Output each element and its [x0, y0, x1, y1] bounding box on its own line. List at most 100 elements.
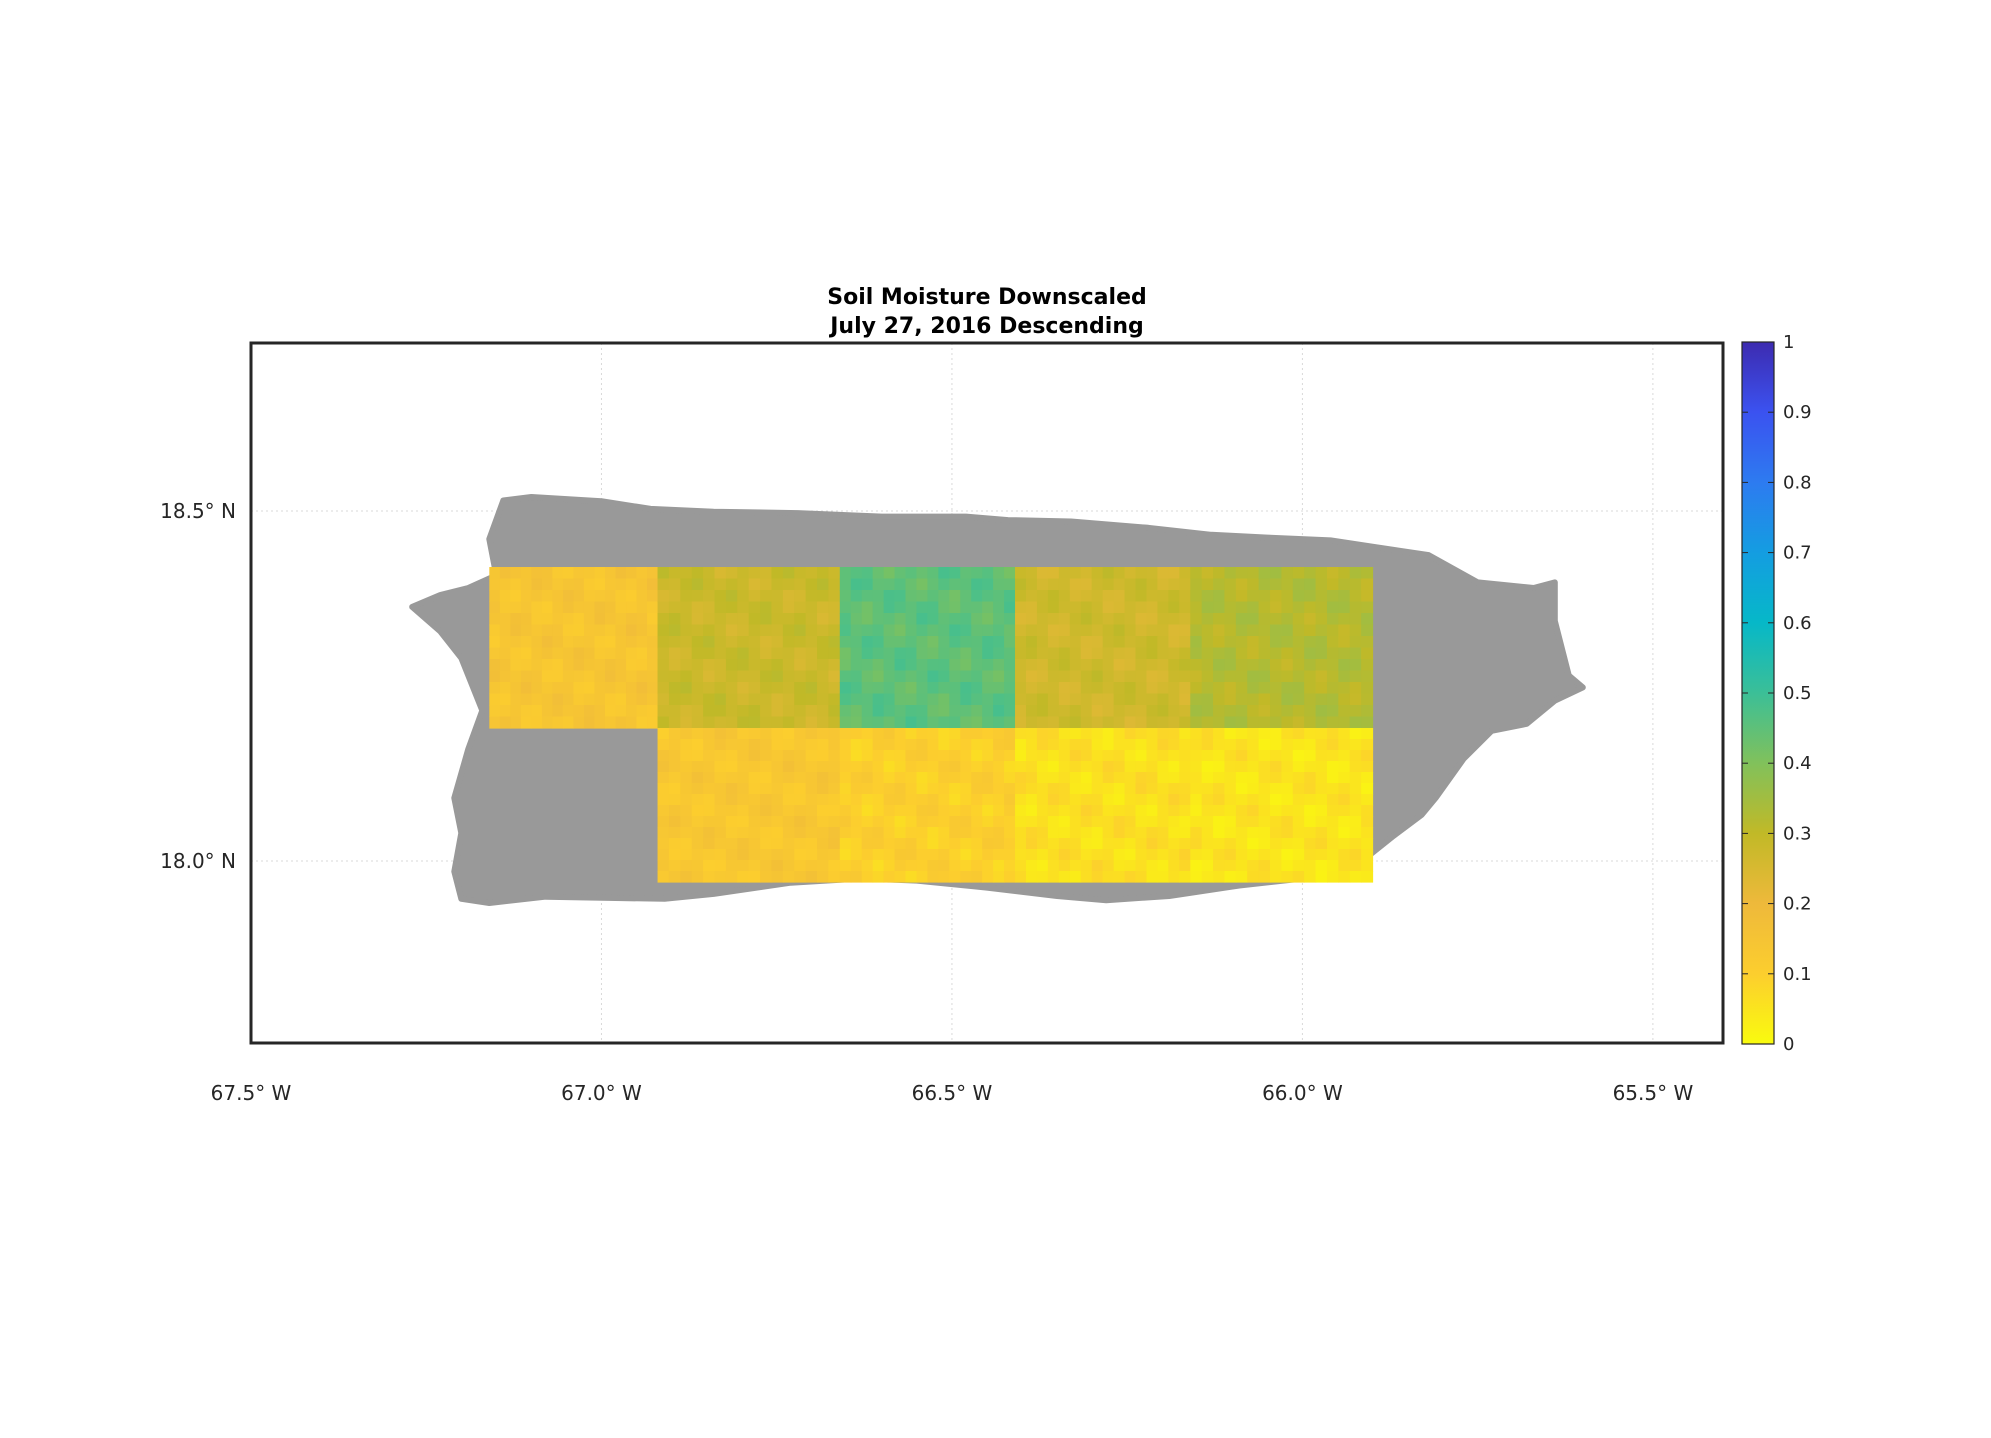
soil-moisture-cell	[1213, 567, 1226, 580]
colorbar-tick-label: 0.4	[1783, 753, 1812, 774]
soil-moisture-cell	[1326, 750, 1339, 762]
soil-moisture-cell	[668, 716, 681, 729]
soil-moisture-cell	[828, 590, 841, 603]
soil-moisture-cell	[1247, 805, 1260, 817]
soil-moisture-cell	[1157, 670, 1169, 683]
soil-moisture-cell	[1135, 860, 1148, 872]
soil-moisture-cell	[1304, 636, 1317, 649]
soil-moisture-cell	[1224, 578, 1237, 591]
soil-moisture-cell	[927, 659, 939, 672]
soil-moisture-cell	[1201, 816, 1214, 828]
soil-moisture-cell	[1168, 739, 1180, 751]
soil-moisture-cell	[737, 693, 750, 706]
soil-moisture-cell	[1349, 590, 1362, 603]
soil-moisture-cell	[850, 693, 863, 706]
soil-moisture-cell	[861, 871, 874, 883]
soil-moisture-cell	[1315, 860, 1328, 872]
soil-moisture-cell	[1224, 601, 1237, 614]
soil-moisture-cell	[861, 750, 874, 762]
soil-moisture-cell	[1179, 670, 1191, 683]
soil-moisture-cell	[1080, 871, 1093, 883]
soil-moisture-cell	[905, 567, 918, 580]
soil-moisture-cell	[828, 670, 841, 683]
soil-moisture-cell	[703, 716, 716, 729]
soil-moisture-cell	[938, 761, 950, 773]
soil-moisture-cell	[1004, 670, 1016, 683]
soil-moisture-cell	[725, 805, 738, 817]
soil-moisture-cell	[1168, 827, 1180, 839]
soil-moisture-cell	[1338, 761, 1351, 773]
soil-moisture-cell	[872, 659, 885, 672]
soil-moisture-cell	[960, 728, 972, 740]
soil-moisture-cell	[668, 827, 681, 839]
soil-moisture-cell	[1168, 578, 1180, 591]
soil-moisture-cell	[1091, 783, 1104, 795]
soil-moisture-cell	[1224, 794, 1237, 806]
soil-moisture-cell	[971, 860, 983, 872]
soil-moisture-cell	[1113, 761, 1126, 773]
soil-moisture-cell	[1124, 739, 1137, 751]
soil-moisture-cell	[520, 590, 532, 603]
soil-moisture-cell	[725, 567, 738, 580]
soil-moisture-cell	[1080, 590, 1093, 603]
soil-moisture-cell	[1146, 838, 1159, 850]
soil-moisture-cell	[771, 761, 784, 773]
soil-moisture-cell	[714, 705, 727, 718]
soil-moisture-cell	[657, 794, 670, 806]
soil-moisture-cell	[1091, 693, 1104, 706]
soil-moisture-cell	[531, 693, 543, 706]
soil-moisture-cell	[1047, 567, 1060, 580]
soil-moisture-cell	[1091, 750, 1104, 762]
soil-moisture-cell	[971, 578, 983, 591]
soil-moisture-cell	[1326, 772, 1339, 784]
soil-moisture-cell	[1201, 647, 1214, 660]
soil-moisture-cell	[850, 783, 863, 795]
soil-moisture-cell	[1292, 772, 1305, 784]
soil-moisture-cell	[626, 613, 638, 626]
soil-moisture-cell	[1201, 601, 1214, 614]
soil-moisture-cell	[1135, 705, 1148, 718]
soil-moisture-cell	[703, 794, 716, 806]
soil-moisture-cell	[703, 705, 716, 718]
soil-moisture-cell	[861, 816, 874, 828]
soil-moisture-cell	[647, 601, 659, 614]
soil-moisture-cell	[1047, 636, 1060, 649]
soil-moisture-cell	[668, 659, 681, 672]
soil-moisture-cell	[960, 590, 972, 603]
soil-moisture-cell	[1004, 624, 1016, 637]
soil-moisture-cell	[817, 739, 830, 751]
soil-moisture-cell	[760, 816, 773, 828]
soil-moisture-cell	[771, 670, 784, 683]
soil-moisture-cell	[604, 670, 617, 683]
soil-moisture-cell	[1080, 838, 1093, 850]
soil-moisture-cell	[1224, 716, 1237, 729]
soil-moisture-cell	[949, 670, 961, 683]
soil-moisture-cell	[1270, 805, 1282, 817]
soil-moisture-cell	[615, 716, 627, 729]
soil-moisture-cell	[573, 670, 585, 683]
soil-moisture-cell	[916, 772, 929, 784]
soil-moisture-cell	[714, 647, 727, 660]
soil-moisture-cell	[971, 739, 983, 751]
soil-moisture-cell	[1069, 860, 1082, 872]
soil-moisture-cell	[861, 647, 874, 660]
soil-moisture-cell	[691, 783, 704, 795]
soil-moisture-cell	[1004, 601, 1016, 614]
soil-moisture-cell	[691, 728, 704, 740]
soil-moisture-cell	[562, 670, 575, 683]
soil-moisture-cell	[927, 805, 939, 817]
soil-moisture-cell	[1258, 871, 1271, 883]
soil-moisture-cell	[883, 750, 896, 762]
soil-moisture-cell	[714, 761, 727, 773]
soil-moisture-cell	[510, 716, 522, 729]
soil-moisture-cell	[1135, 670, 1148, 683]
soil-moisture-cell	[916, 693, 929, 706]
soil-moisture-cell	[657, 827, 670, 839]
soil-moisture-cell	[657, 659, 670, 672]
soil-moisture-cell	[636, 601, 648, 614]
soil-moisture-cell	[828, 783, 841, 795]
soil-moisture-cell	[828, 647, 841, 660]
soil-moisture-cell	[916, 827, 929, 839]
soil-moisture-cell	[1224, 772, 1237, 784]
soil-moisture-cell	[1025, 860, 1038, 872]
